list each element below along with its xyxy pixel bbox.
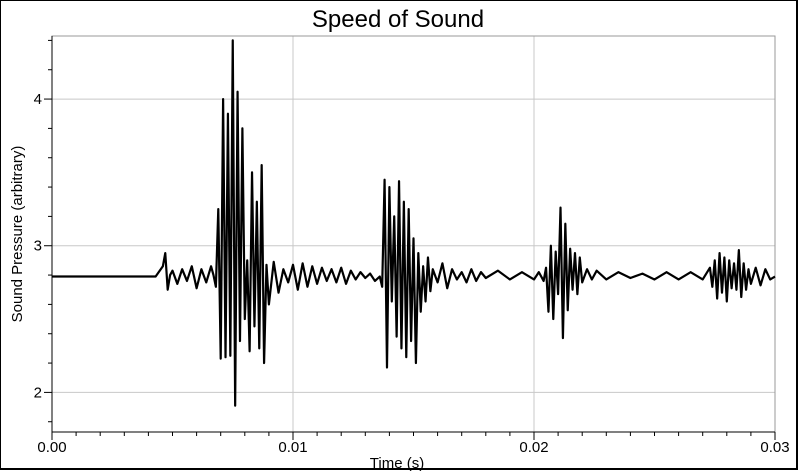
- chart-title: Speed of Sound: [312, 6, 484, 33]
- series-line: [52, 39, 776, 407]
- x-axis-label: Time (s): [370, 455, 424, 472]
- x-tick-label: 0.01: [278, 439, 307, 456]
- y-tick-label: 4: [34, 91, 42, 108]
- y-axis-label: Sound Pressure (arbitrary): [9, 146, 26, 323]
- y-tick-label: 2: [34, 384, 42, 401]
- x-tick-label: 0.03: [760, 439, 789, 456]
- x-tick-label: 0.02: [519, 439, 548, 456]
- y-tick-label: 3: [34, 238, 42, 255]
- x-tick-label: 0.00: [37, 439, 66, 456]
- plot-area-border: [51, 35, 776, 433]
